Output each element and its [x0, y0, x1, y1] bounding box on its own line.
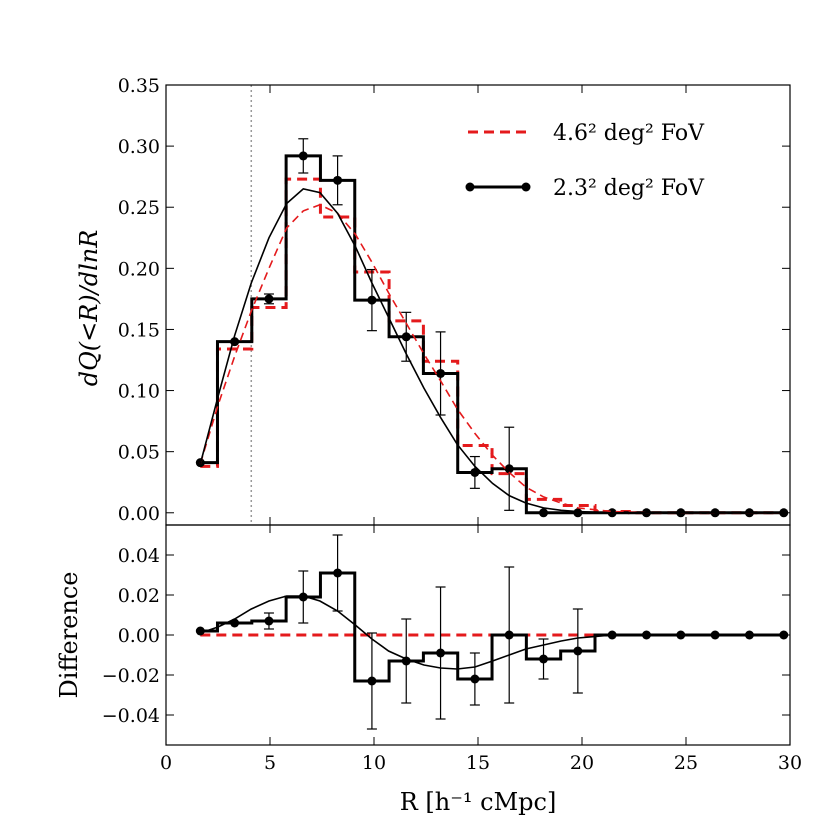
data-point: [195, 626, 205, 636]
x-tick-label: 20: [570, 752, 594, 774]
legend-marker: [521, 182, 531, 192]
y-tick-label: 0.15: [118, 319, 160, 341]
x-axis-label: R [h⁻¹ cMpc]: [400, 788, 557, 816]
legend-marker: [465, 182, 475, 192]
y-tick-label: −0.04: [102, 705, 160, 727]
black-step-line: [200, 571, 784, 683]
data-point: [504, 464, 514, 474]
y-tick-label: −0.02: [102, 665, 160, 687]
data-point: [436, 368, 446, 378]
data-point: [333, 568, 343, 578]
black-step-line: [200, 154, 784, 515]
y-tick-label: 0.25: [118, 197, 160, 219]
data-point: [470, 674, 480, 684]
top-y-axis-label: dQ(<R)/dlnR: [75, 230, 103, 387]
plot-frame: [165, 524, 791, 746]
data-point: [573, 508, 583, 518]
x-tick-label: 10: [362, 752, 386, 774]
data-point: [264, 294, 274, 304]
top-panel: 0.00 0.05 0.10 0.15 0.20 0.25 0.30 0.35: [118, 75, 791, 526]
plot-frame: [165, 84, 791, 526]
data-point: [504, 630, 514, 640]
y-tick-label: 0.04: [118, 545, 160, 567]
y-tick-label: 0.05: [118, 442, 160, 464]
smooth-fit-line: [199, 203, 784, 514]
data-point: [573, 646, 583, 656]
data-point: [367, 295, 377, 305]
smooth-fit-line: [200, 595, 784, 670]
x-tick-label: 5: [264, 752, 276, 774]
data-point: [298, 151, 308, 161]
red-dashed-step-line: [200, 177, 784, 515]
x-tick-label: 0: [160, 752, 172, 774]
y-tick-label: 0.35: [118, 75, 160, 97]
legend-label: 2.3² deg² FoV: [553, 176, 705, 201]
data-point: [333, 175, 343, 185]
data-point: [470, 467, 480, 477]
data-point: [367, 676, 377, 686]
y-tick-label: 0.20: [118, 258, 160, 280]
y-tick-label: 0.00: [118, 503, 160, 525]
bottom-panel: −0.04 −0.02 0.00 0.02 0.04 0 5 10 15 20 25 30: [102, 524, 802, 774]
data-point: [401, 332, 411, 342]
data-point: [298, 592, 308, 602]
legend-label: 4.6² deg² FoV: [553, 121, 705, 146]
data-point: [539, 654, 549, 664]
y-tick-label: 0.02: [118, 585, 160, 607]
x-tick-label: 30: [778, 752, 802, 774]
y-tick-label: 0.30: [118, 136, 160, 158]
y-tick-label: 0.00: [118, 625, 160, 647]
data-point: [539, 508, 549, 518]
y-tick-label: 0.10: [118, 381, 160, 403]
axis-labels: dQ(<R)/dlnR Difference R [h⁻¹ cMpc]: [55, 230, 556, 816]
legend: 4.6² deg² FoV 2.3² deg² FoV: [465, 121, 705, 201]
data-point: [264, 616, 274, 626]
data-point: [436, 648, 446, 658]
smooth-fit-line: [199, 188, 784, 514]
x-tick-label: 25: [674, 752, 698, 774]
bottom-y-axis-label: Difference: [55, 572, 83, 699]
x-tick-label: 15: [466, 752, 490, 774]
